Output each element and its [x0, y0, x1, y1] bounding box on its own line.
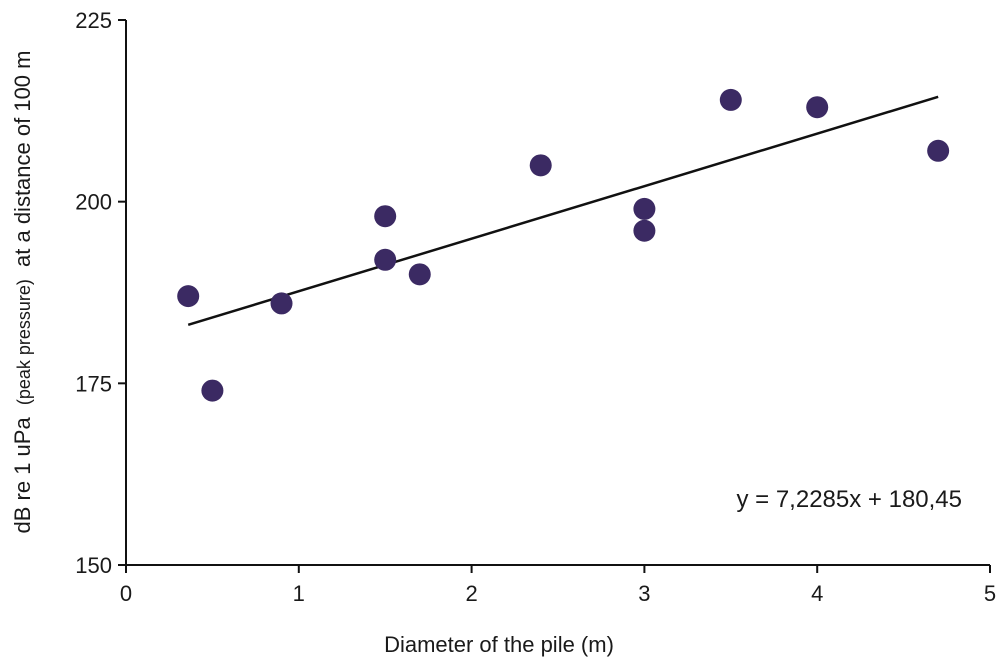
x-tick-label: 4 [811, 581, 823, 606]
trendline-group [187, 95, 939, 327]
data-point [374, 248, 397, 271]
y-tick-label: 200 [75, 190, 112, 215]
data-point [719, 88, 742, 111]
x-tick-label: 0 [120, 581, 132, 606]
y-axis-title-note: (peak pressure) [14, 279, 34, 405]
data-point [374, 205, 397, 228]
trendline [187, 95, 939, 327]
axes: 150 175 200 225 0 1 2 3 4 5 [75, 8, 996, 606]
y-axis-title-distance: at a distance of 100 m [10, 51, 35, 267]
data-point [529, 154, 552, 177]
data-point [408, 263, 431, 286]
x-tick-label: 1 [293, 581, 305, 606]
y-tick-label: 150 [75, 553, 112, 578]
data-points [177, 88, 950, 402]
trendline-equation: y = 7,2285x + 180,45 [736, 486, 962, 513]
data-point [806, 96, 829, 119]
data-point [177, 285, 200, 308]
data-point [927, 139, 950, 162]
data-point [270, 292, 293, 315]
data-point [201, 379, 224, 402]
x-tick-label: 5 [984, 581, 996, 606]
y-axis-title: dB re 1 uPa (peak pressure) at a distanc… [10, 51, 35, 534]
data-point [633, 197, 656, 220]
x-tick-label: 2 [465, 581, 477, 606]
x-axis-title: Diameter of the pile (m) [384, 632, 614, 657]
y-tick-label: 225 [75, 8, 112, 33]
x-tick-label: 3 [638, 581, 650, 606]
data-point [633, 219, 656, 242]
y-tick-label: 175 [75, 371, 112, 396]
y-axis-title-main: dB re 1 uPa [10, 417, 35, 534]
